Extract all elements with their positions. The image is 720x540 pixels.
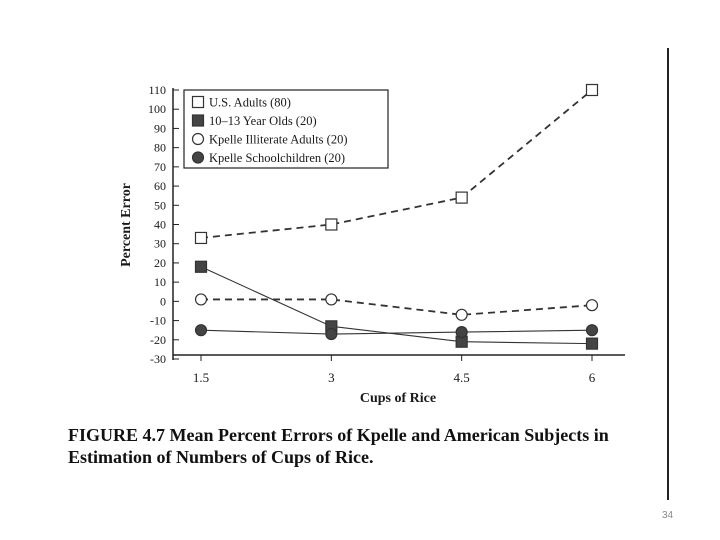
data-point bbox=[325, 293, 338, 306]
y-tick-label: 50 bbox=[154, 198, 166, 212]
y-tick-label: -10 bbox=[150, 314, 166, 328]
x-tick-label: 1.5 bbox=[193, 370, 209, 385]
data-point bbox=[585, 337, 599, 350]
y-tick-label: 30 bbox=[154, 237, 166, 251]
series-line bbox=[200, 266, 593, 345]
data-point bbox=[325, 218, 338, 231]
y-tick-label: 40 bbox=[154, 218, 166, 232]
legend-label: Kpelle Schoolchildren (20) bbox=[209, 151, 345, 165]
series-1 bbox=[194, 83, 599, 245]
x-axis-label: Cups of Rice bbox=[360, 391, 436, 406]
y-tick-label: 100 bbox=[148, 102, 166, 116]
series-2 bbox=[194, 260, 599, 350]
y-tick-label: 20 bbox=[154, 256, 166, 270]
y-tick-label: 10 bbox=[154, 275, 166, 289]
x-tick-label: 3 bbox=[328, 370, 335, 385]
y-tick-label: 90 bbox=[154, 121, 166, 135]
caption-line-1: FIGURE 4.7 Mean Percent Errors of Kpelle… bbox=[68, 425, 609, 445]
legend: U.S. Adults (80) 10–13 Year Olds (20) Kpel… bbox=[191, 95, 348, 165]
series-line bbox=[200, 89, 593, 239]
figure-caption: FIGURE 4.7 Mean Percent Errors of Kpelle… bbox=[68, 424, 668, 468]
data-point bbox=[194, 324, 208, 337]
caption-line-2: Estimation of Numbers of Cups of Rice. bbox=[68, 447, 374, 467]
legend-marker bbox=[191, 114, 205, 127]
y-tick-label: -20 bbox=[150, 333, 166, 347]
data-point bbox=[194, 293, 208, 306]
y-tick-label: 80 bbox=[154, 141, 166, 155]
data-point bbox=[194, 260, 208, 273]
legend-box bbox=[183, 89, 389, 169]
y-axis-label: Percent Error bbox=[119, 183, 134, 267]
data-point bbox=[194, 231, 208, 245]
legend-label: Kpelle Illiterate Adults (20) bbox=[209, 133, 348, 147]
legend-marker bbox=[191, 95, 205, 109]
y-tick-label: 60 bbox=[154, 179, 166, 193]
legend-marker bbox=[191, 132, 205, 146]
y-tick-label: 0 bbox=[160, 294, 166, 308]
data-point bbox=[455, 326, 468, 339]
data-point bbox=[585, 83, 599, 97]
data-point bbox=[455, 308, 468, 321]
y-tick-label: 70 bbox=[154, 160, 166, 174]
x-axis-ticks: 1.5 3 4.5 6 bbox=[193, 355, 596, 385]
legend-label: U.S. Adults (80) bbox=[209, 96, 291, 110]
legend-label: 10–13 Year Olds (20) bbox=[209, 114, 317, 128]
y-tick-label: 110 bbox=[148, 83, 166, 97]
series-line bbox=[201, 298, 593, 316]
data-point bbox=[325, 327, 338, 341]
page-number: 34 bbox=[662, 510, 674, 521]
series-layer bbox=[194, 83, 599, 350]
x-tick-label: 4.5 bbox=[454, 370, 470, 385]
data-point bbox=[585, 299, 599, 312]
data-point bbox=[455, 191, 468, 204]
x-tick-label: 6 bbox=[589, 370, 596, 385]
series-line bbox=[200, 329, 593, 335]
y-tick-label: -30 bbox=[150, 352, 166, 366]
series-4 bbox=[194, 324, 599, 341]
data-point bbox=[585, 324, 599, 337]
series-3 bbox=[194, 293, 599, 321]
legend-marker bbox=[191, 151, 205, 164]
